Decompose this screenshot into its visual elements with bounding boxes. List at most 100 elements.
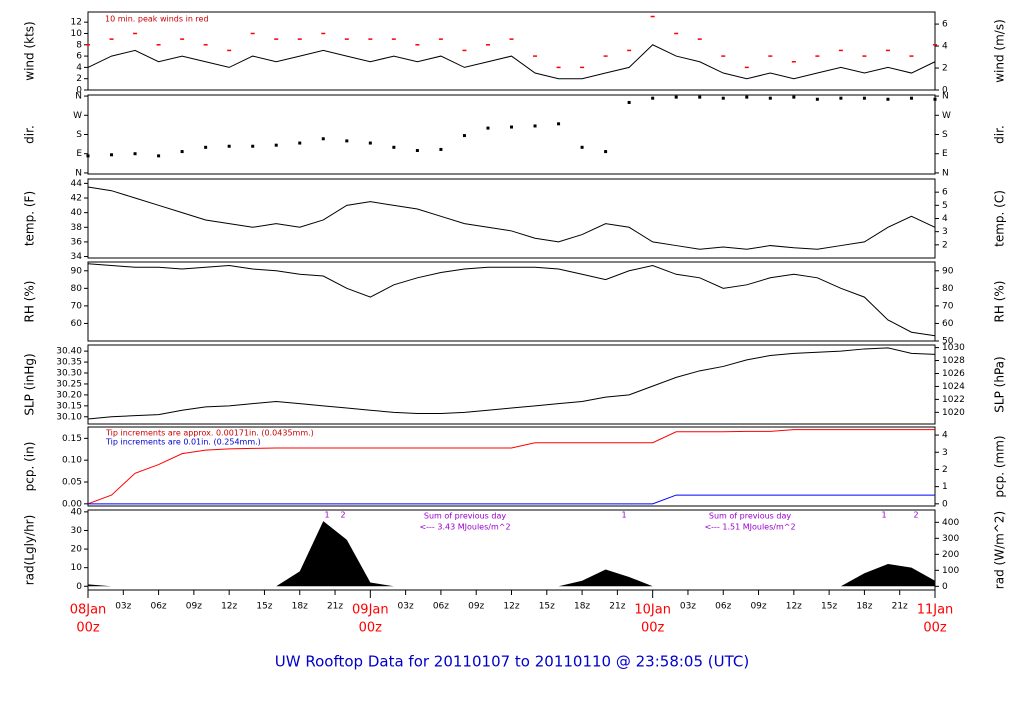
- y-tick-label: 42: [71, 194, 82, 204]
- y-tick-label: E: [76, 149, 82, 159]
- x-tick-label: 09z: [468, 602, 484, 612]
- y-tick-label: 0: [76, 86, 82, 96]
- dir-dot: [886, 97, 890, 101]
- y2-tick-label: 200: [942, 550, 959, 560]
- x-tick-label: 21z: [327, 602, 343, 612]
- dir-dot: [368, 141, 372, 145]
- panel-frame: [87, 509, 936, 591]
- day-hour-label: 00z: [923, 621, 947, 636]
- y-tick-label: 4: [76, 63, 82, 73]
- y-tick-label: 40: [71, 507, 83, 517]
- y-tick-label: 8: [76, 40, 82, 50]
- y2-tick-label: 300: [942, 534, 959, 544]
- y2-axis-label: rad (W/m^2): [993, 511, 1007, 589]
- y2-tick-label: 2: [942, 64, 948, 74]
- y-tick-label: 30.25: [56, 379, 82, 389]
- y2-tick-label: 1020: [942, 408, 965, 418]
- y2-tick-label: 2: [942, 465, 948, 475]
- area: [88, 521, 935, 587]
- y2-tick-label: 6: [942, 20, 948, 30]
- y2-tick-label: N: [942, 92, 949, 102]
- dir-dot: [721, 96, 725, 100]
- line: [88, 494, 935, 505]
- day-label: 10Jan: [634, 603, 671, 618]
- y-tick-label: 90: [71, 266, 83, 276]
- y2-tick-label: 50: [942, 337, 954, 347]
- y2-tick-label: 1026: [942, 369, 965, 379]
- dir-dot: [909, 96, 913, 100]
- panel-frame: [87, 11, 936, 91]
- x-tick-label: 03z: [680, 602, 696, 612]
- dir-dot: [839, 96, 843, 100]
- panel-frame: [87, 261, 936, 342]
- y2-tick-label: 6: [942, 188, 948, 198]
- x-tick-label: 06z: [433, 602, 449, 612]
- y2-tick-label: 100: [942, 566, 959, 576]
- x-tick-label: 15z: [821, 602, 837, 612]
- y-tick-label: 80: [71, 284, 83, 294]
- dir-dot: [110, 153, 114, 157]
- y2-tick-label: 400: [942, 518, 959, 528]
- x-tick-label: 18z: [856, 602, 872, 612]
- panel-frame: [87, 94, 936, 175]
- annotation: Tip increments are 0.01in. (0.254mm.): [105, 438, 261, 447]
- y2-tick-label: 3: [942, 448, 948, 458]
- y-axis-label: RH (%): [23, 281, 37, 323]
- y2-tick-label: 3: [942, 227, 948, 237]
- dir-dot: [674, 95, 678, 99]
- y2-axis-label: RH (%): [993, 281, 1007, 323]
- dir-dot: [698, 95, 702, 99]
- day-hour-label: 00z: [359, 621, 383, 636]
- y-tick-label: N: [75, 92, 82, 102]
- dir-dot: [933, 97, 937, 101]
- y2-tick-label: 4: [942, 431, 948, 441]
- y2-tick-label: 1024: [942, 382, 965, 392]
- y2-axis-label: wind (m/s): [993, 19, 1007, 83]
- dir-dot: [815, 97, 819, 101]
- y-tick-label: 0.05: [62, 477, 82, 487]
- y2-tick-label: 80: [942, 284, 954, 294]
- y2-axis-label: dir.: [993, 125, 1007, 144]
- y-tick-label: 30.40: [56, 347, 82, 357]
- dir-dot: [580, 145, 584, 149]
- x-tick-label: 03z: [398, 602, 414, 612]
- y2-tick-label: N: [942, 168, 949, 178]
- x-tick-label: 06z: [150, 602, 166, 612]
- x-tick-label: 12z: [503, 602, 519, 612]
- day-label: 08Jan: [70, 603, 107, 618]
- x-tick-label: 12z: [221, 602, 237, 612]
- y2-tick-label: 2: [942, 240, 948, 250]
- dir-dot: [321, 137, 325, 141]
- y2-tick-label: 0: [942, 86, 948, 96]
- annotation: Sum of previous day: [709, 512, 791, 521]
- day-label: 09Jan: [352, 603, 389, 618]
- y2-tick-label: E: [942, 149, 948, 159]
- y-tick-label: 0.10: [62, 456, 82, 466]
- line: [87, 263, 936, 337]
- x-tick-label: 15z: [256, 602, 272, 612]
- x-tick-label: 09z: [186, 602, 202, 612]
- y2-tick-label: 1028: [942, 356, 965, 366]
- annotation: <--- 3.43 MJoules/m^2: [419, 523, 510, 532]
- dir-dot: [510, 125, 513, 129]
- annotation: 1: [621, 511, 626, 520]
- x-tick-label: 18z: [292, 602, 308, 612]
- y2-tick-label: 5: [942, 201, 948, 211]
- y-tick-label: 30.30: [56, 369, 82, 379]
- y-tick-label: 20: [71, 545, 83, 555]
- y2-tick-label: 4: [942, 214, 948, 224]
- panel-frame: [87, 426, 936, 507]
- dir-dot: [462, 134, 466, 138]
- dir-dot: [180, 150, 184, 154]
- dir-dot: [157, 154, 161, 158]
- line: [87, 44, 936, 80]
- dir-dot: [557, 122, 561, 126]
- y-tick-label: S: [76, 130, 82, 140]
- y2-tick-label: 1030: [942, 343, 965, 353]
- y-tick-label: 2: [76, 74, 82, 84]
- y-tick-label: 70: [71, 301, 83, 311]
- x-tick-label: 21z: [892, 602, 908, 612]
- y-tick-label: 44: [71, 179, 83, 189]
- dir-dot: [651, 96, 655, 100]
